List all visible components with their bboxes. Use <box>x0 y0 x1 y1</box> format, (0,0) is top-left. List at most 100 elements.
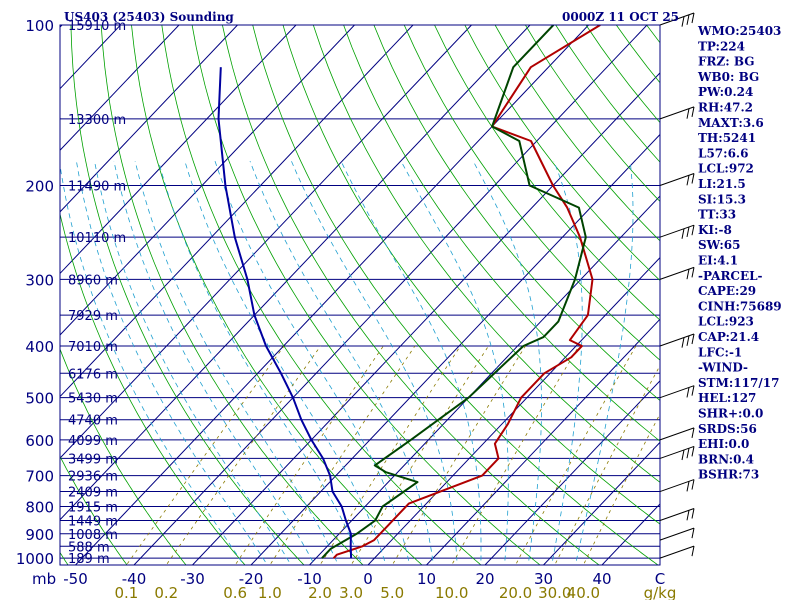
pressure-axis: 100 200 300 400 500 600 700 800 900 1000 <box>16 17 54 568</box>
height-label: 2936 m <box>68 470 118 485</box>
isotherm-line <box>133 25 648 565</box>
temperature-tick-label: -10 <box>297 570 322 588</box>
mixing-ratio-tick-label: 0.6 <box>223 584 247 600</box>
height-label: 7929 m <box>68 309 118 324</box>
index-line: SI:15.3 <box>698 192 746 206</box>
wind-barb-staff <box>659 333 695 347</box>
pressure-tick-label: 900 <box>25 526 54 544</box>
temperature-tick-label: -50 <box>63 570 88 588</box>
dry-adiabat-line <box>525 25 660 203</box>
isotherm-line <box>60 25 531 521</box>
dry-adiabat-line <box>60 347 187 565</box>
isotherm-line <box>60 25 414 398</box>
temperature-trace <box>332 25 601 559</box>
moist-adiabat-line <box>134 161 339 565</box>
temperature-tick-label: 30 <box>534 570 553 588</box>
wind-barb-flag <box>691 333 695 345</box>
mixing-ratio-tick-label: 0.2 <box>154 584 178 600</box>
temperature-tick-label: 40 <box>592 570 611 588</box>
isotherm-line <box>367 256 660 565</box>
isotherm-line <box>543 441 660 565</box>
wind-barb <box>659 445 695 461</box>
height-label: 1915 m <box>68 500 118 515</box>
wind-barb <box>659 333 695 348</box>
height-label: 3499 m <box>68 452 118 467</box>
wind-barb-flag <box>686 335 690 346</box>
wind-barb-flag <box>691 12 695 24</box>
temperature-tick-label: -20 <box>239 570 264 588</box>
dry-adiabat-line <box>191 25 541 565</box>
wind-barb-flag <box>691 173 695 184</box>
index-line: SRDS:56 <box>698 422 757 436</box>
dry-adiabat-line <box>161 25 482 565</box>
temperature-tick-label: -30 <box>180 570 205 588</box>
mixing-ratio-line <box>125 345 285 565</box>
index-line: KI:-8 <box>698 223 732 237</box>
isotherm-line <box>60 25 238 213</box>
dry-adiabat-line <box>70 25 305 565</box>
index-line: EHI:0.0 <box>698 437 749 451</box>
isotherm-line <box>60 25 297 275</box>
moist-adiabat-line <box>76 161 268 565</box>
mixing-ratio-line <box>582 413 660 565</box>
wind-barb-staff <box>659 545 695 559</box>
mixing-ratio-tick-label: 10.0 <box>435 584 468 600</box>
plot-frame <box>59 24 661 566</box>
index-line: STM:117/17 <box>698 376 779 390</box>
mixing-ratio-tick-label: 40.0 <box>567 584 600 600</box>
wind-barb-flag <box>686 14 690 25</box>
mixing-ratio-line <box>234 345 384 565</box>
index-line: LCL:923 <box>698 315 754 329</box>
wind-barb-staff <box>659 106 695 120</box>
index-line: WMO:25403 <box>697 24 781 38</box>
wind-barb <box>659 527 695 541</box>
dry-adiabat-line <box>0 25 12 570</box>
index-line: SW:65 <box>698 238 740 252</box>
pressure-tick-label: 500 <box>25 390 54 408</box>
wind-barb-staff <box>659 266 695 280</box>
index-line: RH:47.2 <box>698 101 753 115</box>
index-line: LI:21.5 <box>698 177 746 191</box>
wind-barb-flag <box>686 108 690 119</box>
mixing-ratio-line <box>319 345 461 565</box>
isotherm-line <box>250 133 660 565</box>
sounding-traces <box>217 25 601 559</box>
mixing-ratio-line <box>451 345 580 565</box>
index-line: FRZ: BG <box>698 55 754 69</box>
wind-barb-staff <box>659 445 695 459</box>
mixing-ratio-tick-label: 5.0 <box>380 584 404 600</box>
height-label: 189 m <box>68 552 110 567</box>
wind-barb-staff <box>659 173 695 186</box>
mixing-ratio-tick-label: 30.0 <box>538 584 571 600</box>
wind-barb <box>659 545 695 559</box>
wind-barb <box>659 385 695 399</box>
isotherm-line <box>60 25 472 459</box>
isotherm-line <box>60 25 355 336</box>
mixing-ratio-tick-label: 1.0 <box>258 584 282 600</box>
pressure-tick-label: 200 <box>25 177 54 195</box>
height-label: 588 m <box>68 540 110 555</box>
dry-adiabat-line <box>373 25 660 401</box>
dry-adiabat-line <box>60 455 128 565</box>
height-label: 6176 m <box>68 367 118 382</box>
wind-barb-flag <box>686 226 690 238</box>
index-line: TH:5241 <box>698 131 756 145</box>
pressure-tick-label: 800 <box>25 498 54 516</box>
wind-barb-flag <box>691 225 695 236</box>
wind-barbs <box>659 12 695 559</box>
chart-title-time: 0000Z 11 OCT 25 <box>562 10 679 24</box>
moist-adiabat-line <box>60 162 245 565</box>
temperature-tick-label: -40 <box>122 570 147 588</box>
parcel-trace <box>217 67 353 559</box>
wind-barb-flag <box>691 385 695 396</box>
dry-adiabat-line <box>282 25 660 525</box>
index-line: CAP:21.4 <box>698 330 759 344</box>
height-label: 11490 m <box>68 179 126 194</box>
temperature-axis: -50 -40 -30 -20 -10 0 10 20 30 40 C <box>63 570 665 588</box>
pressure-unit-label: mb <box>32 570 56 588</box>
dry-adiabat-line <box>100 25 364 565</box>
height-label: 5430 m <box>68 392 118 407</box>
moist-adiabat-line <box>472 160 542 565</box>
wind-barb-staff <box>659 385 695 399</box>
dry-adiabat-line <box>60 212 246 565</box>
